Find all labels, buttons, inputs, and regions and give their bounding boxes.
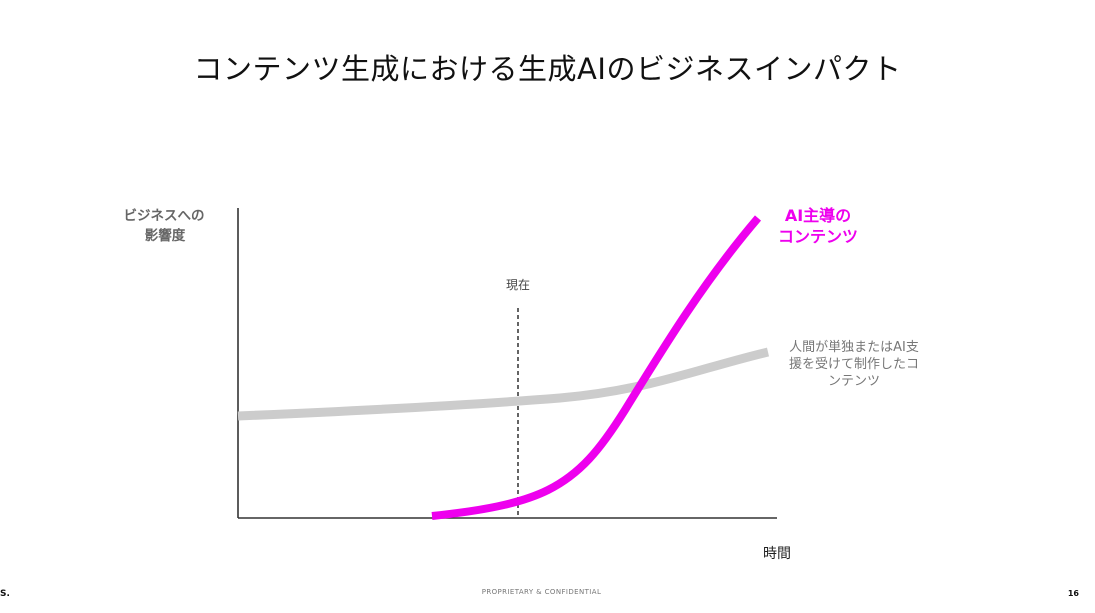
series-line-human-content — [237, 347, 770, 421]
series-line-ai-content — [431, 215, 762, 520]
series-label-human-line1: 人間が単独またはAI支 — [789, 339, 919, 355]
series-label-ai-line2: コンテンツ — [778, 227, 858, 246]
series-label-human-line2: 援を受けて制作したコ — [789, 357, 919, 372]
series-label-human-line3: ンテンツ — [828, 374, 880, 389]
x-axis-label: 時間 — [763, 546, 791, 562]
present-marker-label: 現在 — [506, 278, 530, 292]
y-axis-label-line2: 影響度 — [145, 227, 186, 244]
slide-title: コンテンツ生成における生成AIのビジネスインパクト — [193, 52, 902, 86]
footer-logo-text: S. — [0, 589, 10, 599]
page-number: 16 — [1067, 589, 1079, 598]
footer-confidential: PROPRIETARY & CONFIDENTIAL — [481, 588, 602, 596]
y-axis-label-line1: ビジネスへの — [124, 208, 205, 224]
series-label-ai-line1: AI主導の — [785, 206, 851, 225]
